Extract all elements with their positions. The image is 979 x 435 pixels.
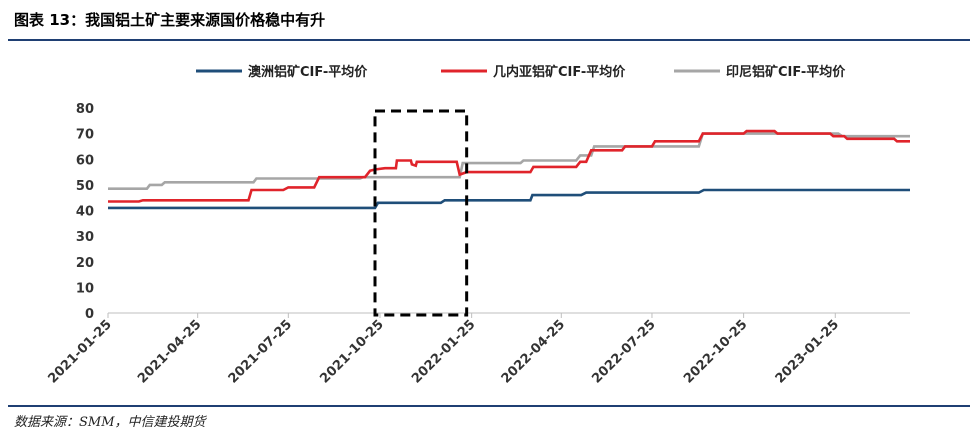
price-line-chart: 澳洲铝矿CIF-平均价 几内亚铝矿CIF-平均价 印尼铝矿CIF-平均价 0 10 20… [45,64,910,387]
x-tick-label: 2021-01-25 [45,317,114,386]
x-tick-label: 2021-10-25 [317,317,386,386]
chart-title: 图表 13：我国铝土矿主要来源国价格稳中有升 [14,11,326,29]
series-line-guinea [108,129,910,203]
data-source-note: 数据来源：SMM，中信建投期货 [14,415,206,430]
y-tick-label: 50 [76,179,94,194]
x-tick-label: 2022-01-25 [409,317,478,386]
y-tick-label: 20 [76,256,94,271]
legend-label-australia: 澳洲铝矿CIF-平均价 [248,64,368,80]
y-tick-label: 80 [76,102,94,117]
x-tick-label: 2021-07-25 [226,317,295,386]
bottom-rule [8,405,970,407]
y-tick-label: 40 [76,205,94,220]
x-axis: 2021-01-25 2021-04-25 2021-07-25 2021-10-25… [45,312,910,387]
x-tick-label: 2023-01-25 [773,317,842,386]
series-line-indonesia [108,132,910,190]
top-rule [8,39,970,41]
y-tick-label: 0 [85,307,94,322]
y-tick-label: 60 [76,153,94,168]
y-axis: 0 10 20 30 40 50 60 70 80 [76,102,94,322]
legend-label-indonesia: 印尼铝矿CIF-平均价 [726,64,846,80]
x-tick-label: 2021-04-25 [135,317,204,386]
x-tick-label: 2022-04-25 [499,317,568,386]
series-line-australia [108,188,910,210]
y-tick-label: 10 [76,281,94,296]
legend: 澳洲铝矿CIF-平均价 几内亚铝矿CIF-平均价 印尼铝矿CIF-平均价 [196,64,846,80]
x-tick-label: 2022-07-25 [589,317,658,386]
series-group [108,129,910,210]
y-tick-label: 30 [76,230,94,245]
y-tick-label: 70 [76,128,94,143]
x-tick-label: 2022-10-25 [681,317,750,386]
highlight-dashed-box [373,109,469,317]
legend-label-guinea: 几内亚铝矿CIF-平均价 [493,64,626,80]
